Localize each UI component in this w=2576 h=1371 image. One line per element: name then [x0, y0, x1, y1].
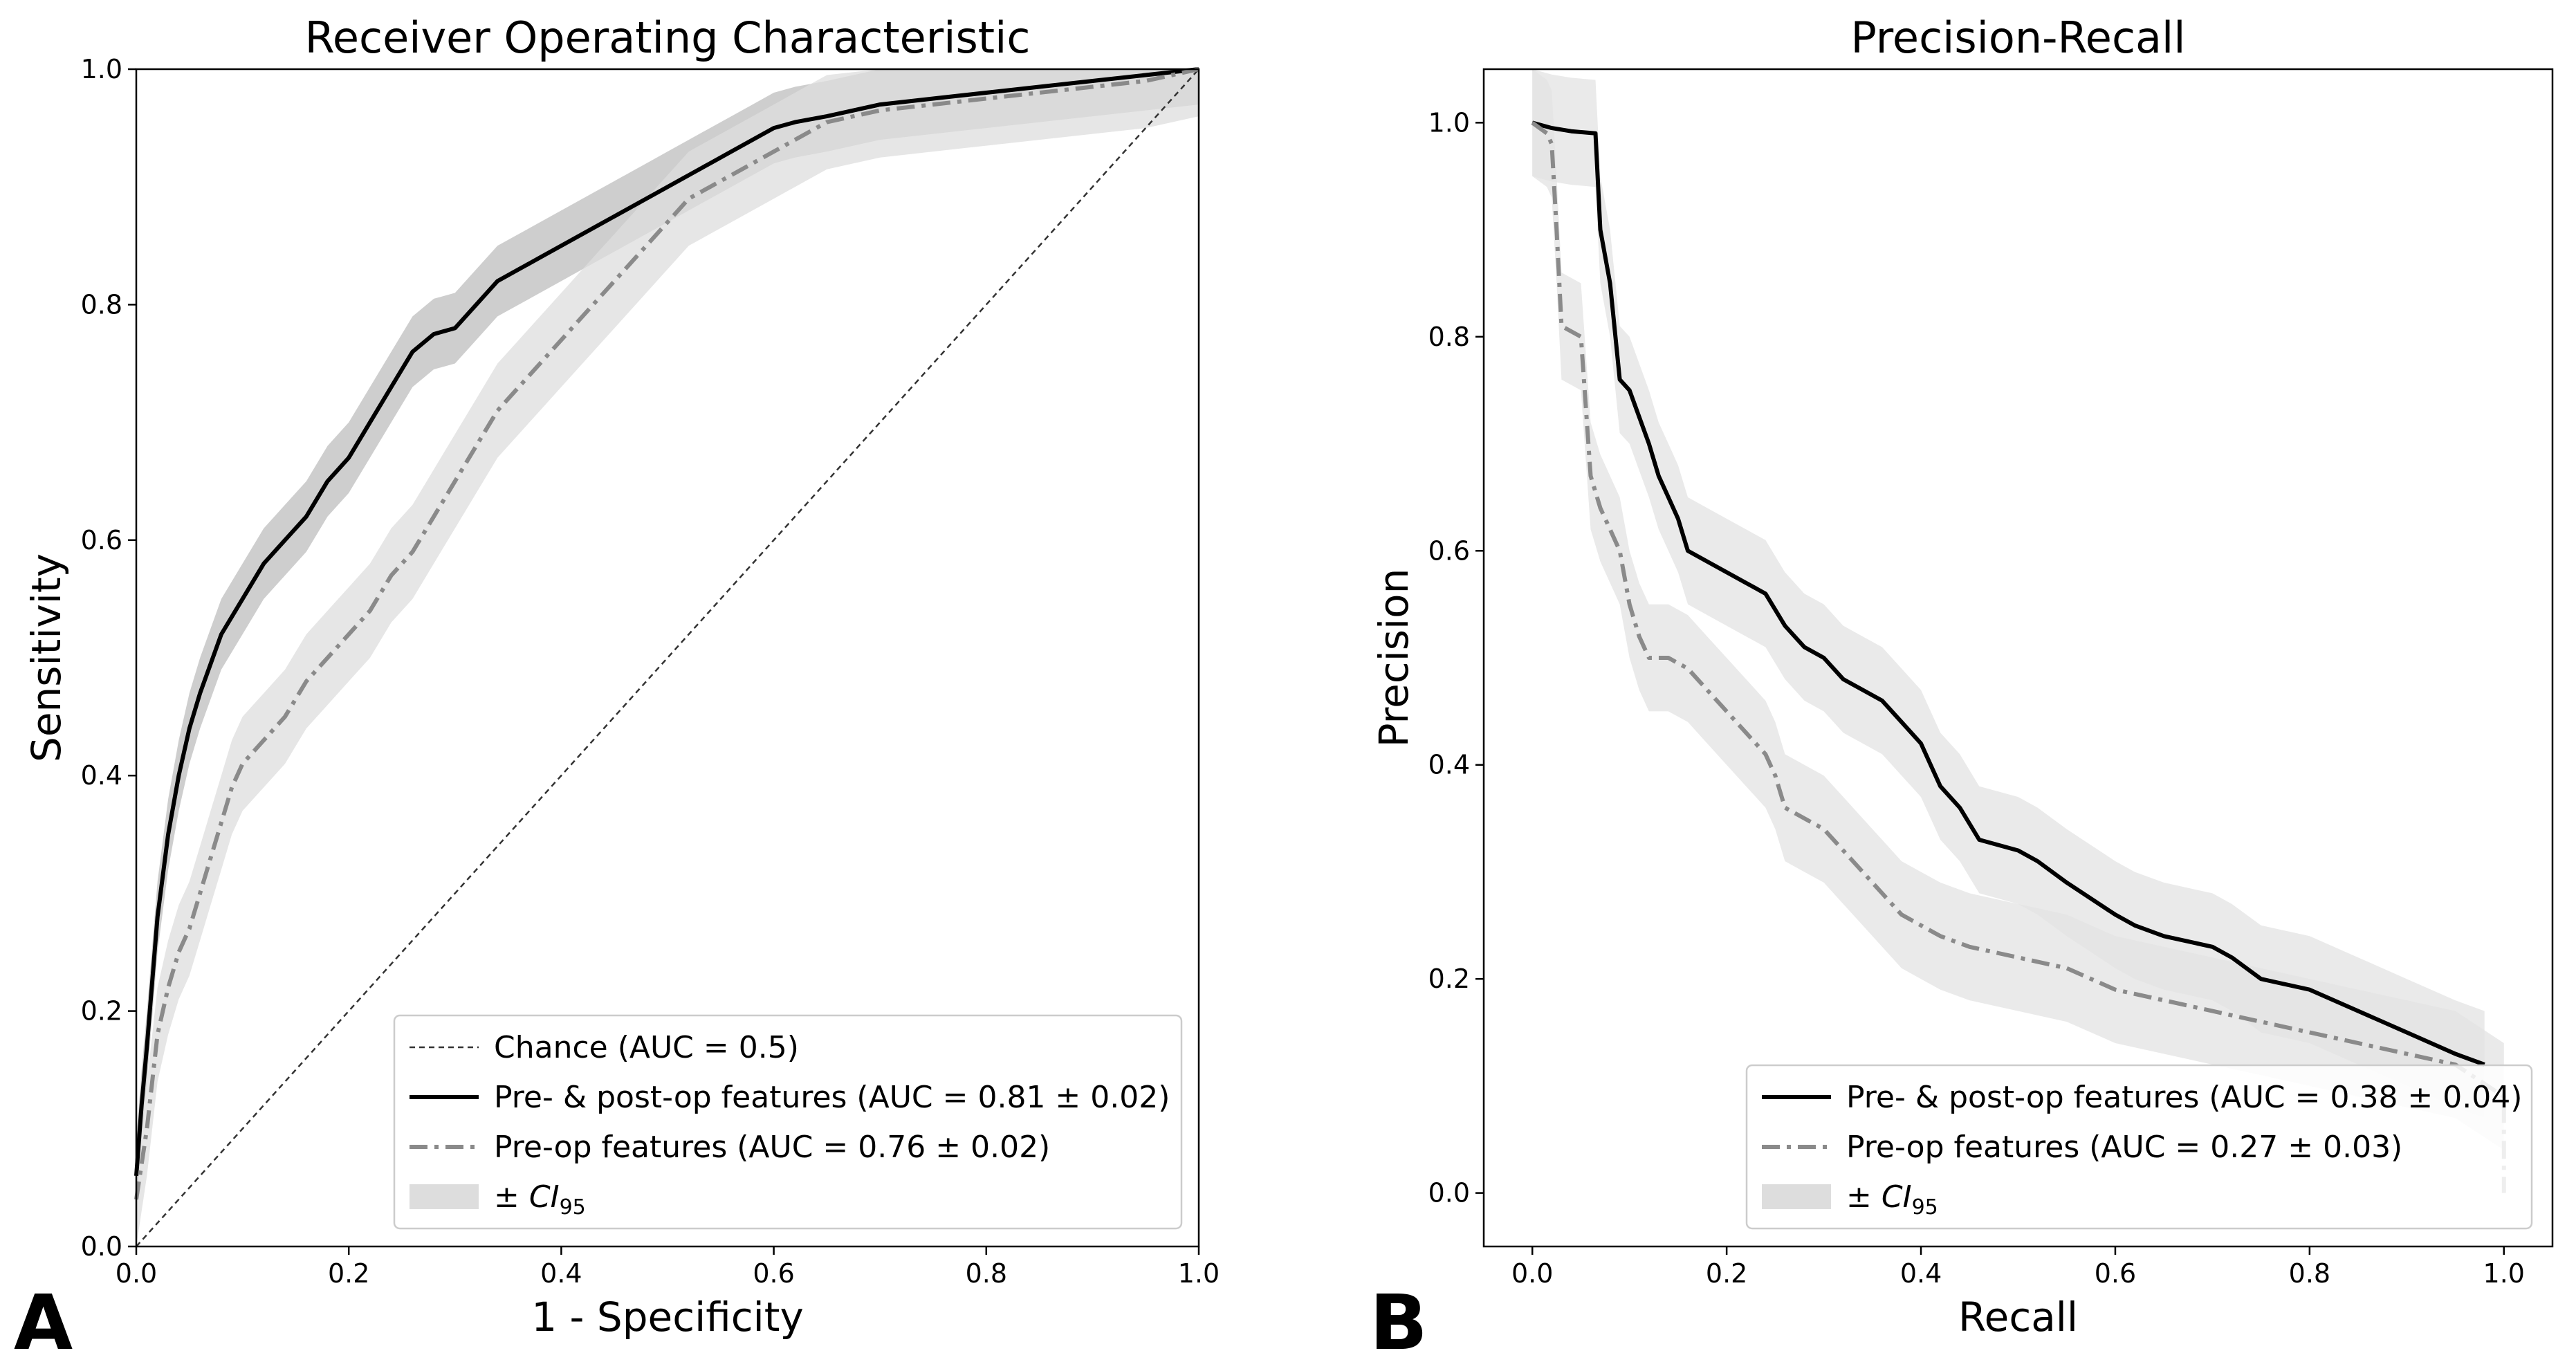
panel-letter: A [14, 1278, 73, 1367]
legend-label-1: Pre-op features (AUC = 0.27 ± 0.03) [1846, 1130, 2402, 1165]
series-line-1 [1531, 120, 2506, 1193]
x-axis-label: Recall [1958, 1294, 2078, 1341]
legend-label-3: ± CI95 [494, 1179, 586, 1220]
legend-label-2: Pre-op features (AUC = 0.76 ± 0.02) [494, 1130, 1050, 1165]
series-line-2 [134, 67, 1199, 1200]
legend-label-main: CI [529, 1179, 560, 1215]
y-tick-label: 0.4 [81, 760, 122, 791]
legend-patch [1762, 1184, 1831, 1209]
series-line-0 [136, 68, 1199, 1247]
plot-frame [135, 68, 1200, 1248]
x-tick-label: 1.0 [2483, 1258, 2525, 1289]
series-line-1 [134, 67, 1199, 1177]
x-tick-label: 0.6 [753, 1258, 794, 1289]
ci-band-1 [1532, 69, 2504, 1246]
y-axis-label: Precision [1370, 569, 1417, 748]
roc-panel: Receiver Operating Characteristic 0.0 0.2 0… [14, 12, 1220, 1367]
y-tick-label: 0.6 [1428, 535, 1470, 566]
x-axis-label: 1 - Specificity [531, 1294, 804, 1341]
legend-patch [410, 1184, 479, 1209]
y-tick-label: 1.0 [1428, 107, 1470, 138]
chart-title: Receiver Operating Characteristic [305, 12, 1031, 63]
legend-label-0: Pre- & post-op features (AUC = 0.38 ± 0.… [1846, 1080, 2522, 1115]
y-tick-label: 0.2 [81, 996, 122, 1027]
x-tick-label: 0.4 [1900, 1258, 1942, 1289]
legend-label-main: CI [1882, 1179, 1912, 1215]
series-line-0 [1531, 120, 2485, 1067]
y-tick-label: 1.0 [81, 54, 122, 84]
legend-box [1745, 1064, 2533, 1230]
plot-frame [1482, 68, 2554, 1248]
x-tick-label: 0.6 [2095, 1258, 2136, 1289]
x-tick-label: 0.0 [116, 1258, 157, 1289]
legend-label-1: Pre- & post-op features (AUC = 0.81 ± 0.… [494, 1080, 1170, 1115]
legend-label-2: ± CI95 [1846, 1179, 1938, 1220]
legend-label-prefix: ± [1846, 1179, 1882, 1215]
x-tick-label: 0.2 [1706, 1258, 1747, 1289]
legend-box [393, 1014, 1183, 1230]
y-tick-label: 0.8 [1428, 322, 1470, 352]
x-tick-label: 0.2 [328, 1258, 369, 1289]
panel-letter: B [1370, 1278, 1428, 1367]
legend-label-prefix: ± [494, 1179, 529, 1215]
y-tick-label: 0.8 [81, 289, 122, 320]
ci-band-2 [136, 69, 1199, 1246]
legend-label-sub: 95 [560, 1195, 586, 1220]
legend: Chance (AUC = 0.5) Pre- & post-op feature… [393, 1014, 1183, 1230]
y-tick-label: 0.2 [1428, 964, 1470, 994]
x-tick-label: 0.4 [540, 1258, 582, 1289]
legend-label-0: Chance (AUC = 0.5) [494, 1030, 799, 1065]
y-axis-label: Sensitivity [23, 553, 70, 762]
x-tick-label: 0.8 [2289, 1258, 2330, 1289]
legend: Pre- & post-op features (AUC = 0.38 ± 0.… [1745, 1064, 2533, 1230]
pr-panel: Precision-Recall 0.0 0.2 0.4 0.6 0.8 1.0 0.0 0.2… [1370, 12, 2554, 1367]
y-tick-label: 0.0 [1428, 1178, 1470, 1208]
x-tick-label: 0.8 [966, 1258, 1007, 1289]
y-tick-label: 0.6 [81, 525, 122, 555]
ci-band-1 [136, 69, 1199, 1211]
chart-title: Precision-Recall [1851, 12, 2186, 63]
y-tick-label: 0.0 [81, 1231, 122, 1262]
x-tick-label: 1.0 [1178, 1258, 1220, 1289]
legend-label-sub: 95 [1912, 1195, 1938, 1220]
y-tick-label: 0.4 [1428, 750, 1470, 780]
x-tick-label: 0.0 [1511, 1258, 1553, 1289]
